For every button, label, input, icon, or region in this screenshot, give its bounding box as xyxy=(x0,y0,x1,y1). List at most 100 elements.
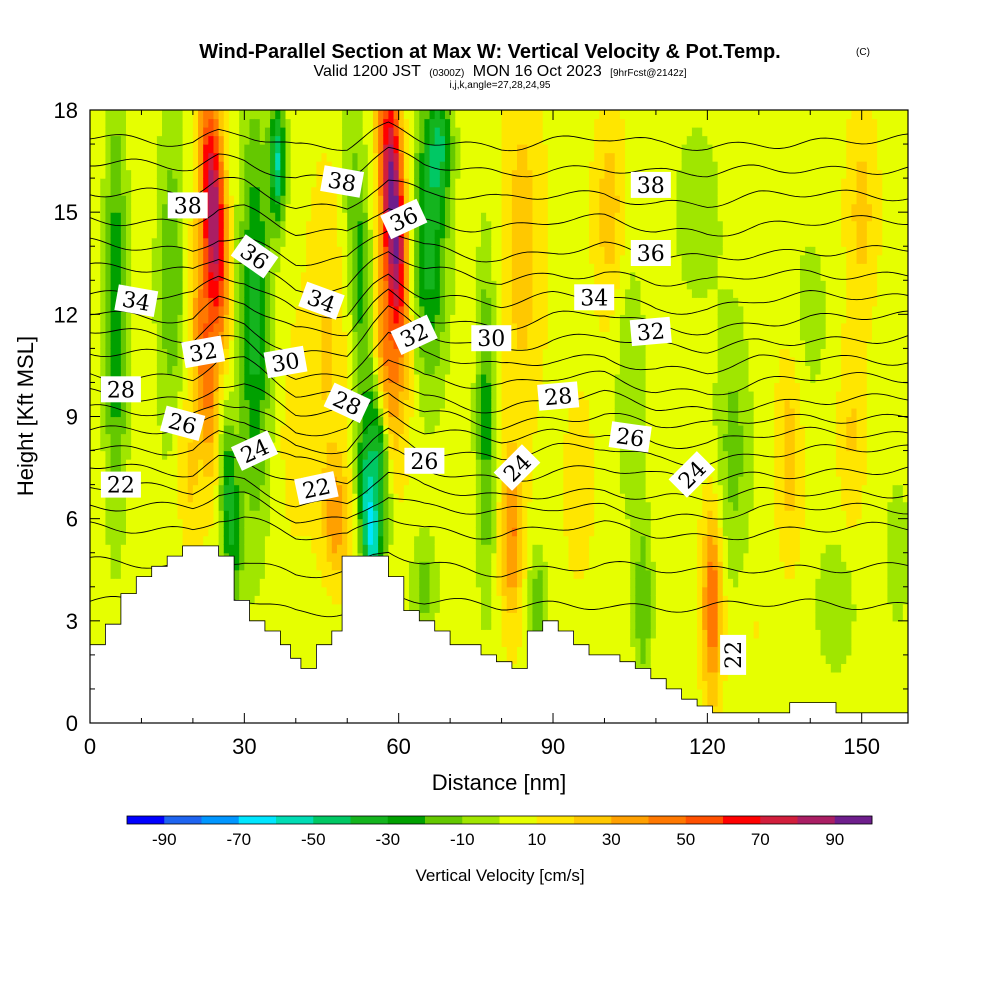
velocity-cell xyxy=(403,161,410,171)
velocity-cell xyxy=(372,510,379,520)
velocity-cell xyxy=(172,382,179,392)
velocity-cell xyxy=(254,297,261,307)
velocity-cell xyxy=(126,237,132,247)
velocity-cell xyxy=(146,407,153,418)
velocity-cell xyxy=(218,544,225,554)
velocity-cell xyxy=(311,603,317,613)
velocity-cell xyxy=(316,459,323,469)
velocity-cell xyxy=(280,459,287,469)
velocity-cell xyxy=(172,169,179,179)
velocity-cell xyxy=(270,399,276,409)
velocity-cell xyxy=(295,280,302,290)
velocity-cell xyxy=(403,110,410,120)
velocity-cell xyxy=(105,288,112,298)
velocity-cell xyxy=(362,518,369,528)
velocity-cell xyxy=(311,135,317,145)
velocity-cell xyxy=(352,535,359,545)
velocity-cell xyxy=(146,510,153,520)
velocity-cell xyxy=(223,339,230,349)
velocity-cell xyxy=(110,127,117,137)
velocity-cell xyxy=(352,467,359,477)
velocity-cell xyxy=(167,288,173,298)
velocity-cell xyxy=(95,416,101,426)
velocity-cell xyxy=(244,518,251,528)
velocity-cell xyxy=(388,169,395,179)
velocity-cell xyxy=(156,561,163,571)
velocity-cell xyxy=(398,254,405,264)
velocity-cell xyxy=(115,501,122,511)
velocity-cell xyxy=(198,161,204,171)
velocity-cell xyxy=(347,467,353,477)
velocity-cell xyxy=(336,373,343,384)
velocity-cell xyxy=(336,203,343,213)
velocity-cell xyxy=(90,263,96,273)
velocity-cell xyxy=(439,186,446,196)
velocity-cell xyxy=(434,331,441,341)
velocity-cell xyxy=(300,314,307,324)
velocity-cell xyxy=(167,535,173,545)
velocity-cell xyxy=(372,518,379,528)
velocity-cell xyxy=(414,229,420,239)
velocity-cell xyxy=(300,578,307,588)
velocity-cell xyxy=(177,288,184,298)
velocity-cell xyxy=(228,118,235,128)
velocity-cell xyxy=(100,254,107,264)
velocity-cell xyxy=(321,459,328,469)
velocity-cell xyxy=(259,356,266,367)
velocity-cell xyxy=(95,373,101,384)
velocity-cell xyxy=(367,459,374,469)
velocity-cell xyxy=(342,348,348,358)
velocity-cell xyxy=(367,518,374,528)
velocity-cell xyxy=(249,144,256,154)
velocity-cell xyxy=(357,501,364,511)
velocity-cell xyxy=(414,314,420,324)
velocity-cell xyxy=(270,595,276,605)
velocity-cell xyxy=(326,595,333,605)
velocity-cell xyxy=(244,416,251,426)
velocity-cell xyxy=(352,297,359,307)
velocity-cell xyxy=(352,254,359,264)
velocity-cell xyxy=(90,527,96,537)
velocity-cell xyxy=(290,535,297,545)
velocity-cell xyxy=(249,271,256,281)
velocity-cell xyxy=(408,586,415,596)
velocity-cell xyxy=(378,118,384,128)
velocity-cell xyxy=(146,365,153,375)
velocity-cell xyxy=(331,144,338,154)
velocity-cell xyxy=(126,135,132,145)
velocity-cell xyxy=(419,425,425,435)
velocity-cell xyxy=(146,339,153,349)
velocity-cell xyxy=(419,382,425,392)
velocity-cell xyxy=(336,510,343,520)
velocity-cell xyxy=(223,390,230,401)
velocity-cell xyxy=(239,220,245,230)
velocity-cell xyxy=(311,425,317,435)
velocity-cell xyxy=(223,510,230,520)
velocity-cell xyxy=(383,322,389,332)
velocity-cell xyxy=(151,544,158,554)
velocity-cell xyxy=(167,518,173,528)
velocity-cell xyxy=(218,407,225,418)
velocity-cell xyxy=(311,552,317,562)
velocity-cell xyxy=(131,127,137,137)
velocity-cell xyxy=(182,161,189,171)
velocity-cell xyxy=(393,484,400,494)
velocity-cell xyxy=(306,127,312,137)
velocity-cell xyxy=(270,237,276,247)
velocity-cell xyxy=(347,237,353,247)
velocity-cell xyxy=(151,161,158,171)
velocity-cell xyxy=(218,186,225,196)
velocity-cell xyxy=(398,425,405,435)
velocity-cell xyxy=(367,399,374,409)
velocity-cell xyxy=(434,442,441,452)
velocity-cell xyxy=(280,399,287,409)
velocity-cell xyxy=(352,373,359,384)
velocity-cell xyxy=(439,527,446,537)
velocity-cell xyxy=(439,331,446,341)
velocity-cell xyxy=(198,433,204,443)
velocity-cell xyxy=(424,297,431,307)
velocity-cell xyxy=(141,144,148,154)
velocity-cell xyxy=(192,280,199,290)
velocity-cell xyxy=(383,527,389,537)
velocity-cell xyxy=(151,331,158,341)
